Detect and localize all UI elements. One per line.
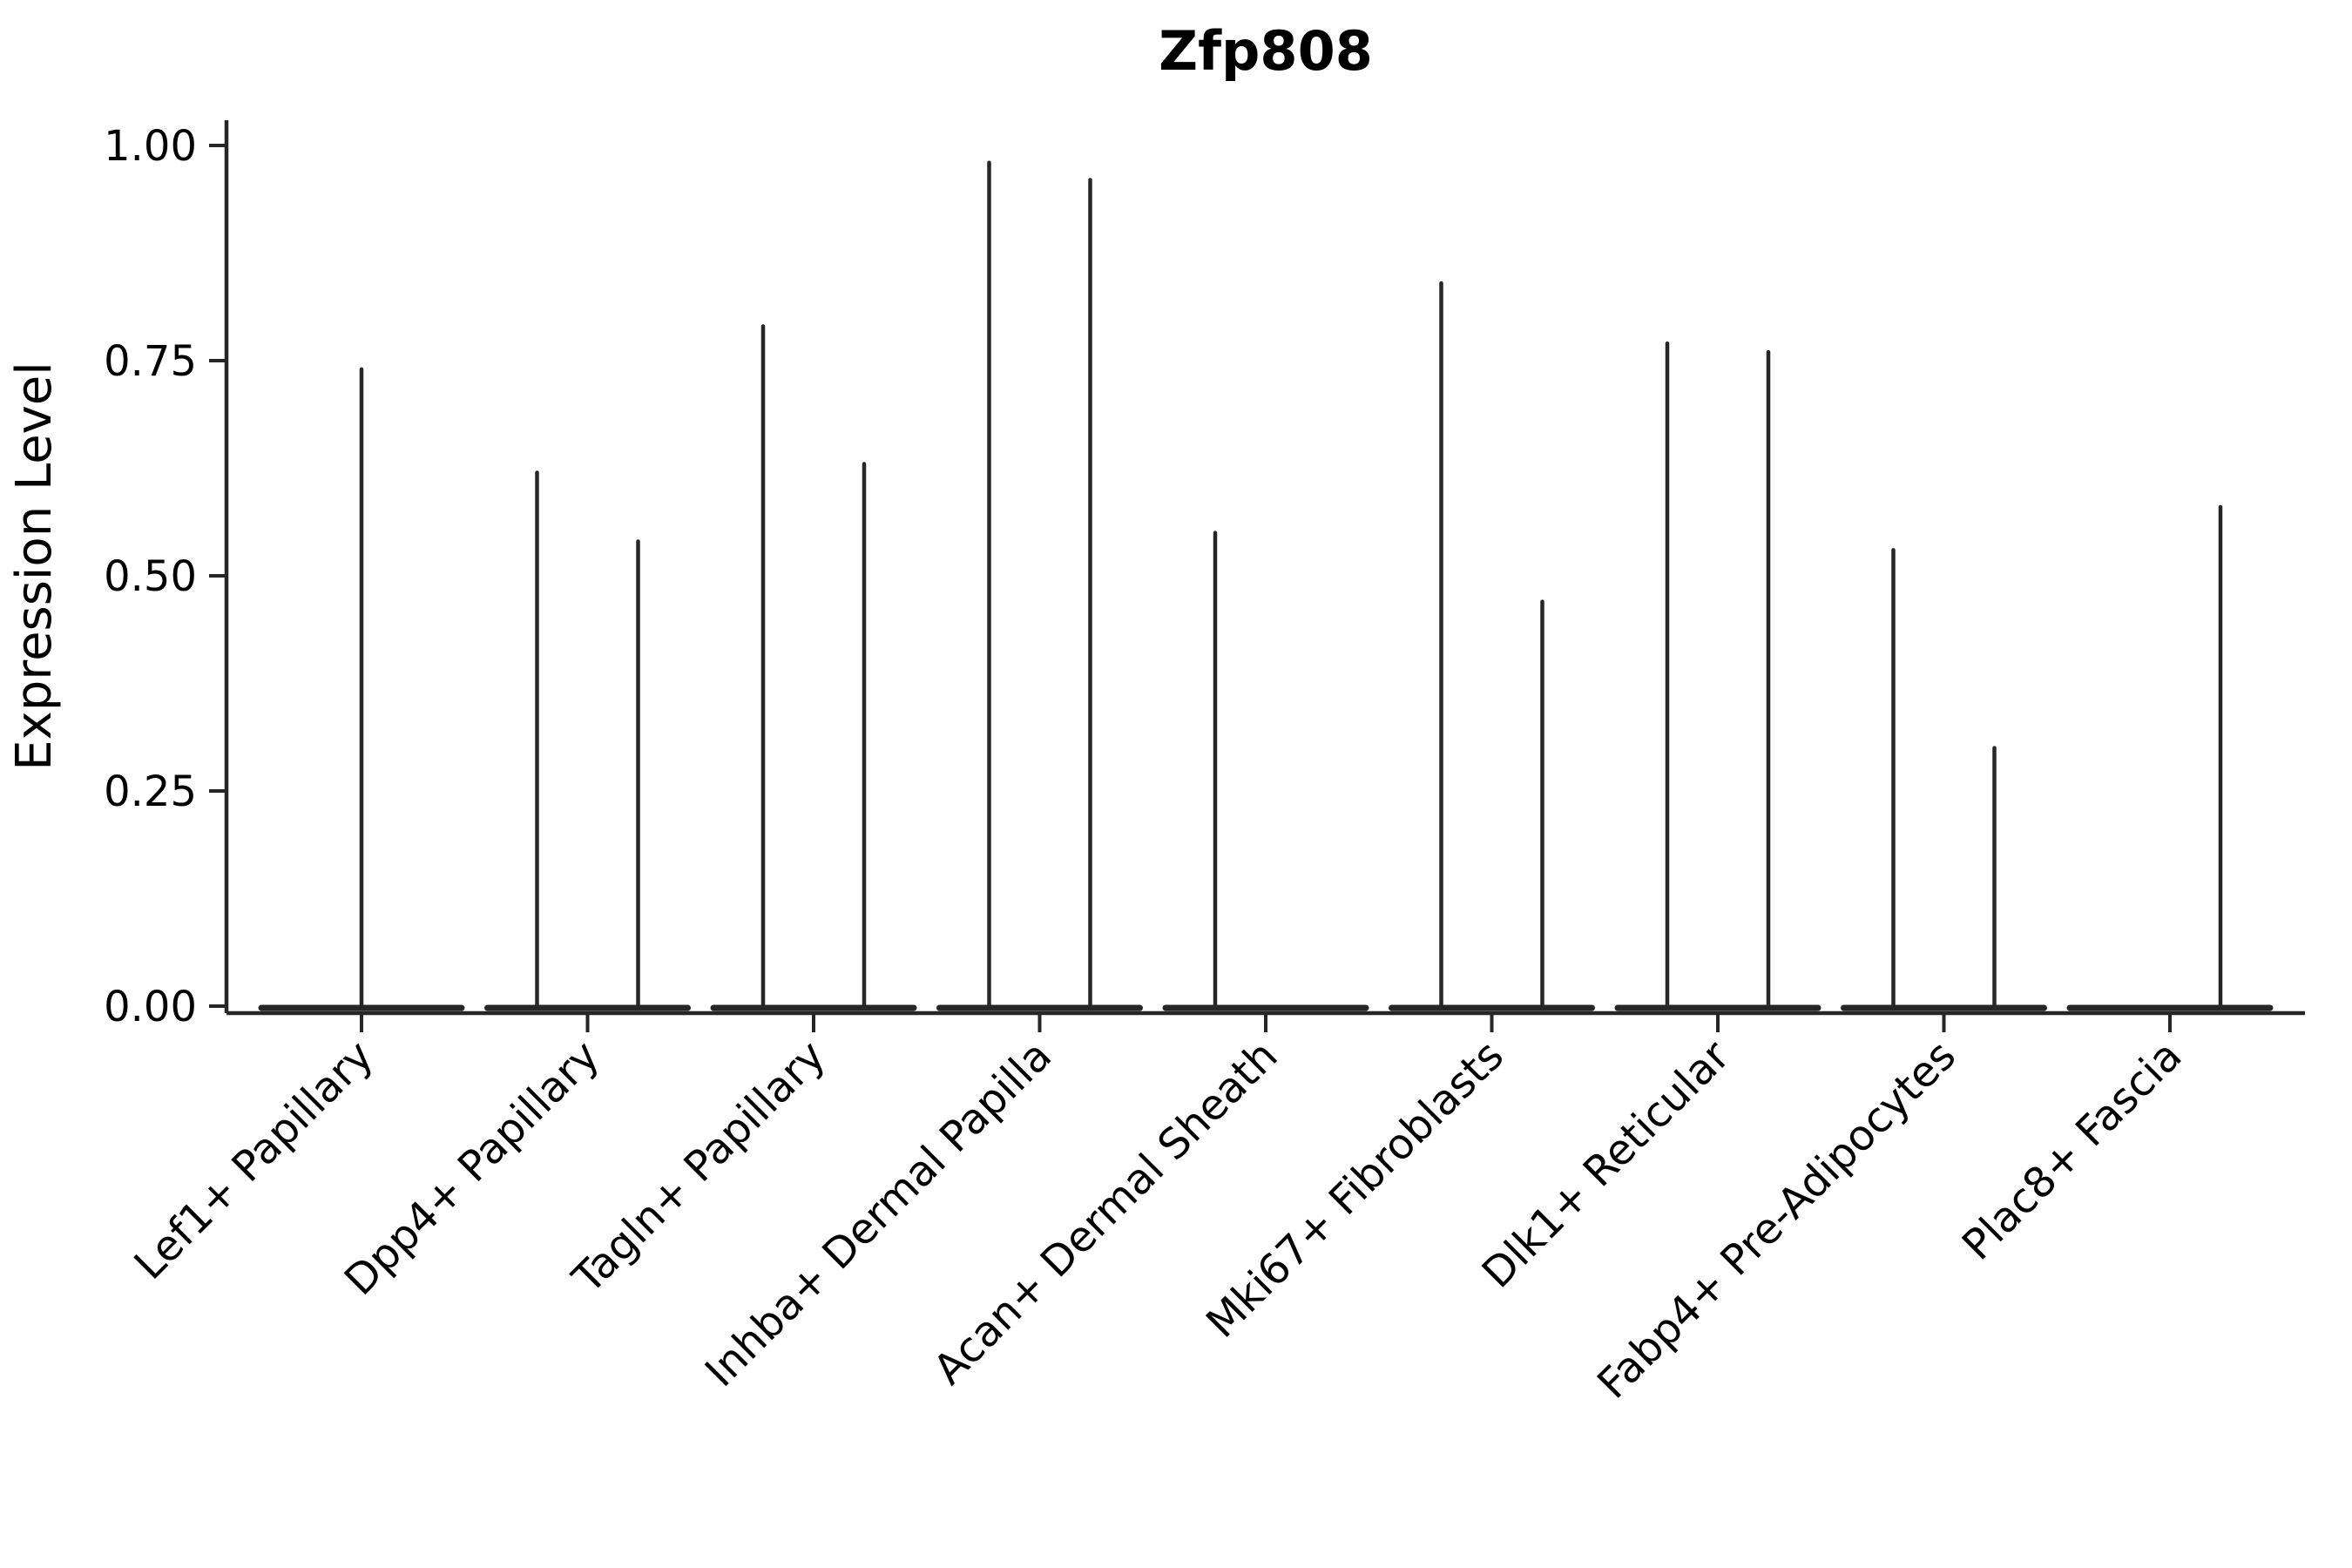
axes-layer <box>209 120 2305 1032</box>
y-tick-label: 1.00 <box>104 122 197 171</box>
violins-layer <box>258 160 2274 1011</box>
y-axis-label: Expression Level <box>6 362 63 771</box>
y-tick-label: 0.00 <box>104 983 197 1031</box>
x-category-label: Plac8+ Fascia <box>1953 1031 2192 1270</box>
x-category-label: Lef1+ Papillary <box>125 1031 383 1289</box>
x-category-label: Fabp4+ Pre-Adipocytes <box>1588 1031 1965 1409</box>
chart-title: Zfp808 <box>1159 19 1373 83</box>
y-tick-label: 0.25 <box>104 767 197 816</box>
x-category-label: Dlk1+ Reticular <box>1473 1031 1740 1298</box>
y-tick-label: 0.75 <box>104 337 197 386</box>
y-tick-label: 0.50 <box>104 552 197 601</box>
